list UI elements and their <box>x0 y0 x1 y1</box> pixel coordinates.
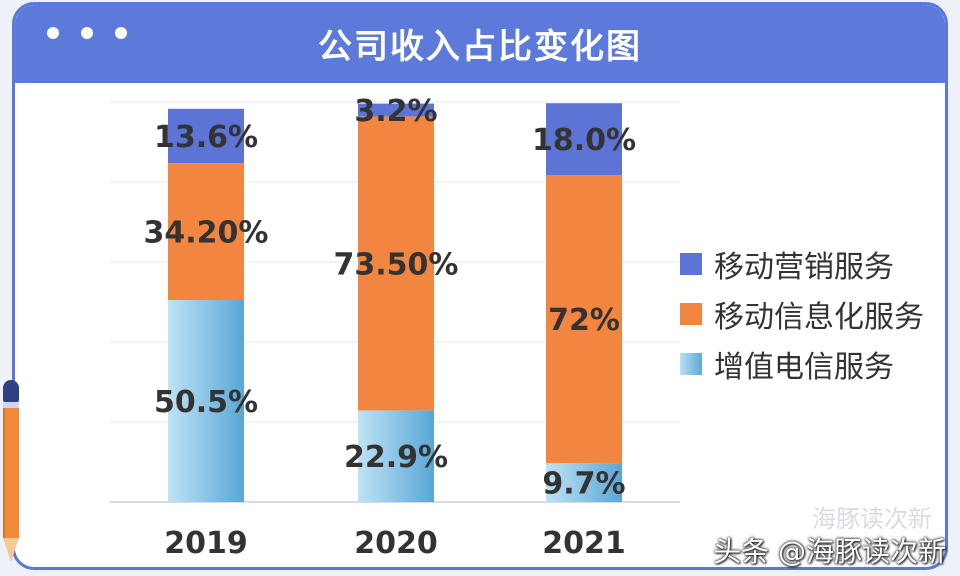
data-label: 18.0% <box>532 123 636 158</box>
chart-title: 公司收入占比变化图 <box>318 27 642 67</box>
pencil-icon <box>0 380 22 570</box>
data-label: 9.7% <box>542 467 625 502</box>
bar-segment <box>358 103 434 117</box>
x-tick-label: 2020 <box>354 526 438 561</box>
bar-segment <box>358 410 434 502</box>
x-tick-label: 2021 <box>542 526 626 561</box>
legend-label: 移动信息化服务 <box>714 300 924 335</box>
legend-swatch <box>680 253 702 275</box>
title-bar: 公司收入占比变化图 <box>15 5 945 83</box>
bar-segment <box>546 103 622 176</box>
bar-segment <box>168 163 244 300</box>
bar-segment <box>546 463 622 502</box>
bar-segment <box>168 108 244 164</box>
watermark-faint: 海豚读次新 <box>812 505 932 533</box>
dot-icon <box>115 27 127 39</box>
dot-icon <box>47 27 59 39</box>
data-label: 50.5% <box>154 385 258 420</box>
data-label: 3.2% <box>354 94 437 129</box>
data-label: 73.50% <box>334 247 459 282</box>
bar-segment <box>546 175 622 464</box>
legend-item-mobile-marketing: 移动营销服务 <box>680 245 924 285</box>
bar-segment <box>168 300 244 502</box>
chart-legend: 移动营销服务 移动信息化服务 增值电信服务 <box>680 245 924 395</box>
legend-label: 增值电信服务 <box>714 350 894 385</box>
x-tick-label: 2019 <box>164 526 248 561</box>
data-label: 13.6% <box>154 120 258 155</box>
watermark: 头条 @海豚读次新 <box>713 535 946 568</box>
legend-item-value-added: 增值电信服务 <box>680 345 924 385</box>
legend-item-mobile-info: 移动信息化服务 <box>680 295 924 335</box>
legend-label: 移动营销服务 <box>714 250 894 285</box>
data-label: 22.9% <box>344 440 448 475</box>
bar-segment <box>358 116 434 411</box>
window-dots <box>47 27 127 39</box>
legend-swatch <box>680 353 702 375</box>
dot-icon <box>81 27 93 39</box>
data-label: 34.20% <box>144 216 269 251</box>
legend-swatch <box>680 303 702 325</box>
data-label: 72% <box>548 303 620 338</box>
